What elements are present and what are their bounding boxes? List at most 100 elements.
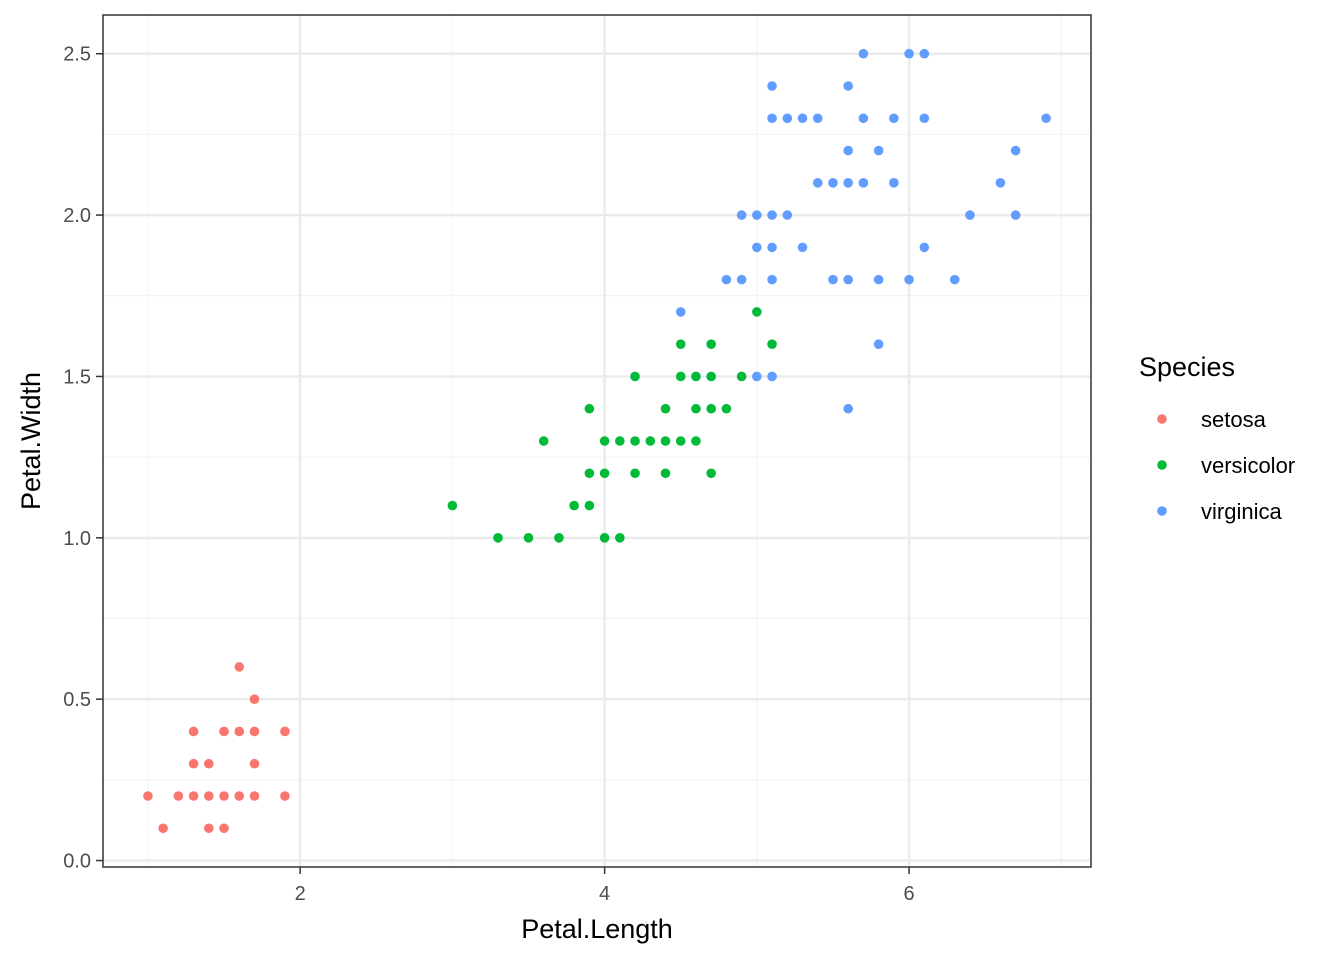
point-setosa — [188, 726, 199, 737]
point-virginica — [736, 274, 747, 285]
point-versicolor — [721, 403, 732, 414]
point-setosa — [188, 758, 199, 769]
point-virginica — [767, 242, 777, 253]
point-versicolor — [706, 468, 716, 479]
point-virginica — [767, 81, 777, 91]
point-virginica — [904, 48, 914, 59]
point-virginica — [995, 178, 1006, 188]
point-versicolor — [599, 468, 610, 479]
point-virginica — [1010, 145, 1021, 156]
data-points — [143, 48, 1051, 834]
point-versicolor — [660, 436, 671, 446]
point-virginica — [904, 274, 914, 285]
point-versicolor — [615, 436, 625, 446]
x-axis-title: Petal.Length — [521, 914, 673, 944]
point-versicolor — [599, 533, 610, 543]
point-virginica — [858, 113, 869, 124]
point-virginica — [843, 81, 853, 91]
point-setosa — [173, 791, 184, 801]
point-versicolor — [569, 500, 579, 511]
point-versicolor — [599, 436, 610, 446]
point-virginica — [828, 178, 838, 188]
point-virginica — [858, 48, 869, 59]
legend-label-virginica: virginica — [1201, 499, 1282, 524]
point-versicolor — [447, 500, 458, 511]
point-virginica — [767, 113, 777, 124]
point-versicolor — [691, 403, 701, 414]
point-virginica — [767, 371, 777, 382]
y-tick-label: 0.0 — [63, 851, 91, 873]
point-virginica — [843, 178, 853, 188]
point-setosa — [204, 791, 214, 801]
point-setosa — [249, 694, 260, 704]
point-versicolor — [675, 436, 686, 446]
y-tick-label: 1.0 — [63, 528, 91, 550]
point-versicolor — [645, 436, 656, 446]
point-virginica — [873, 274, 884, 285]
point-versicolor — [630, 436, 640, 446]
point-virginica — [767, 210, 777, 220]
point-versicolor — [584, 468, 595, 479]
legend-label-versicolor: versicolor — [1201, 453, 1295, 478]
major-gridlines — [103, 15, 1091, 867]
point-versicolor — [584, 403, 595, 414]
panel-border — [102, 14, 1092, 868]
point-virginica — [797, 113, 808, 124]
x-tick-label: 6 — [904, 883, 915, 905]
point-virginica — [919, 113, 930, 124]
point-virginica — [828, 274, 838, 285]
x-axis-ticks: 2 4 6 — [295, 867, 915, 905]
point-virginica — [752, 210, 762, 220]
point-versicolor — [660, 468, 671, 479]
point-setosa — [158, 823, 168, 834]
point-setosa — [234, 791, 245, 801]
point-versicolor — [736, 371, 747, 382]
y-axis-ticks: 0.0 0.5 1.0 1.5 2.0 2.5 — [63, 44, 103, 873]
point-virginica — [843, 145, 853, 156]
point-virginica — [767, 274, 777, 285]
y-tick-label: 2.5 — [63, 44, 91, 66]
y-tick-label: 1.5 — [63, 366, 91, 388]
legend-key-setosa — [1157, 414, 1167, 424]
point-versicolor — [630, 468, 640, 479]
point-virginica — [721, 274, 732, 285]
point-versicolor — [493, 533, 503, 543]
point-virginica — [752, 371, 762, 382]
point-versicolor — [630, 371, 640, 382]
point-virginica — [873, 339, 884, 349]
point-virginica — [736, 210, 747, 220]
point-virginica — [919, 242, 930, 253]
point-virginica — [843, 403, 853, 414]
point-versicolor — [691, 371, 701, 382]
point-virginica — [949, 274, 960, 285]
point-versicolor — [691, 436, 701, 446]
point-setosa — [143, 791, 153, 801]
point-setosa — [204, 758, 214, 769]
point-versicolor — [584, 500, 595, 511]
point-versicolor — [538, 436, 549, 446]
point-setosa — [280, 726, 290, 737]
point-setosa — [219, 726, 229, 737]
point-virginica — [1041, 113, 1051, 124]
point-virginica — [919, 48, 930, 59]
point-virginica — [797, 242, 808, 253]
point-setosa — [219, 823, 229, 834]
point-versicolor — [706, 403, 716, 414]
point-setosa — [249, 726, 260, 737]
x-tick-label: 4 — [599, 883, 610, 905]
y-tick-label: 0.5 — [63, 689, 91, 711]
point-virginica — [889, 178, 899, 188]
point-setosa — [249, 791, 260, 801]
point-versicolor — [675, 371, 686, 382]
point-versicolor — [554, 533, 564, 543]
point-virginica — [889, 113, 899, 124]
point-versicolor — [752, 307, 762, 317]
point-versicolor — [660, 403, 671, 414]
point-virginica — [782, 210, 793, 220]
point-setosa — [188, 791, 199, 801]
point-virginica — [858, 178, 869, 188]
point-virginica — [873, 145, 884, 156]
minor-gridlines — [103, 15, 1091, 867]
point-setosa — [204, 823, 214, 834]
